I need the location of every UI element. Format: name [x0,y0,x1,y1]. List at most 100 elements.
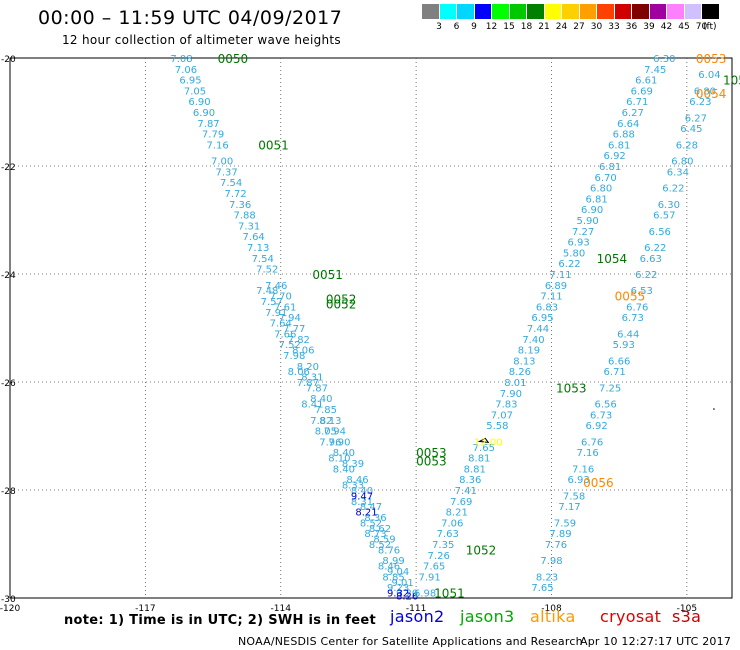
wave-height-value: 7.70 [270,292,292,303]
lat-tick-label: -26 [1,379,16,389]
wave-height-value: 7.77 [283,324,305,335]
wave-height-value: 6.73 [590,410,612,421]
wave-height-value: 6.92 [585,421,607,432]
wave-height-value: 6.64 [617,119,639,130]
wave-height-value: 6.95 [531,313,553,324]
wave-height-value: 6.90 [193,108,215,119]
pass-time-label: 1051 [434,587,465,601]
wave-height-color-legend [422,4,720,20]
wave-height-value: 6.83 [536,302,558,313]
lon-tick-label: -111 [406,604,426,614]
wave-height-value: 7.59 [554,518,576,529]
wave-height-value: 6.71 [626,97,648,108]
lon-tick-label: -105 [677,604,697,614]
wave-height-value: 8.23 [536,572,558,583]
wave-height-value: 7.79 [202,130,224,141]
wave-height-value: 7.41 [455,486,477,497]
wave-height-value: 7.72 [224,189,246,200]
legend-tick-label: 33 [608,22,620,32]
wave-height-value: 7.82 [310,416,332,427]
legend-tick-label: 18 [520,22,533,32]
wave-height-value: 7.64 [270,319,292,330]
wave-height-value: 6.22 [635,270,657,281]
wave-height-value: 7.85 [315,405,337,416]
sat-jason3-label: jason3 [460,607,515,626]
sat-jason2-label: jason2 [390,607,445,626]
map-title: 00:00 – 11:59 UTC 04/09/2017 [38,7,343,29]
wave-height-value: 6.27 [685,113,707,124]
lon-tick-label: -120 [0,604,20,614]
wave-height-value: 6.93 [567,238,589,249]
wave-height-value: 6.44 [617,329,639,340]
wave-height-value: 7.11 [549,270,571,281]
wave-height-value: 8.20 [297,362,319,373]
island-dot [713,408,715,410]
legend-tick-label: 3 [436,22,442,32]
wave-height-value: 8.33 [342,481,364,492]
legend-unit: (ft) [703,22,717,32]
wave-height-value: 6.27 [622,108,644,119]
wave-height-value: 8.05 [315,427,337,438]
legend-tick-label: 36 [625,22,638,32]
pass-time-label: 1052 [723,74,740,88]
lat-tick-label: -24 [1,271,16,281]
wave-height-value: 7.16 [206,140,228,151]
legend-tick-label: 30 [590,22,603,32]
sat-s3a-label: s3a [672,607,702,626]
wave-height-value: 8.01 [504,378,526,389]
wave-height-value: 6.63 [640,254,662,265]
legend-tick-label: 70 [695,22,708,32]
wave-height-value: 6.45 [680,124,702,135]
wave-height-value: 7.94 [324,427,346,438]
wave-height-value: 7.45 [644,65,666,76]
wave-height-value: 7.87 [197,119,219,130]
wave-height-value: 8.13 [319,416,341,427]
wave-height-value: 7.64 [243,232,265,243]
wave-height-value: 6.81 [585,194,607,205]
wave-height-value: 7.91 [419,572,441,583]
wave-height-value: 6.95 [179,76,201,87]
wave-height-value: 9.23 [387,583,409,594]
legend-swatch [562,4,580,19]
wave-height-value: 5.58 [486,421,508,432]
wave-height-value: 7.65 [423,562,445,573]
wave-height-value: 6.80 [590,184,612,195]
wave-height-value: 6.98 [414,589,436,600]
pass-time-label: 0050 [218,52,249,66]
wave-height-value: 6.80 [694,86,716,97]
wave-height-value: 6.22 [662,184,684,195]
legend-tick-label: 12 [485,22,498,32]
wave-height-value: 7.89 [549,529,571,540]
wave-height-value: 7.05 [184,86,206,97]
wave-height-value: 7.69 [450,497,472,508]
wave-height-value: 8.40 [310,394,332,405]
legend-swatch [544,4,562,19]
wave-height-value: 9.04 [387,567,409,578]
wave-height-value: 5.93 [613,340,635,351]
wave-height-value: 7.46 [265,281,287,292]
lon-tick-label: -108 [541,604,562,614]
pass-time-label: 0051 [258,138,289,152]
wave-height-value: 7.00 [211,157,233,168]
wave-height-value: 7.54 [220,178,242,189]
wave-height-value: 7.06 [175,65,197,76]
wave-height-value: 7.08 [170,54,192,65]
legend-tick-label: 42 [660,22,673,32]
wave-height-value: 8.85 [382,572,404,583]
wave-height-value: 6.22 [644,243,666,254]
wave-height-value: 8.06 [292,346,314,357]
lat-tick-label: -30 [1,595,16,605]
wave-height-value: 8.76 [378,545,400,556]
wave-height-value: 8.40 [333,448,355,459]
wave-height-value: 8.73 [364,529,386,540]
wave-height-value: 6.80 [671,157,693,168]
pass-time-label: 0055 [615,290,646,304]
wave-height-value: 7.65 [531,583,553,594]
wave-height-value: 8.52 [369,540,391,551]
wave-height-value: 7.40 [522,335,544,346]
wave-height-value: 8.62 [369,524,391,535]
wave-height-value: 8.36 [364,513,386,524]
wave-height-value: 6.56 [649,227,671,238]
wave-height-value: 7.27 [572,227,594,238]
wave-height-value: 6.23 [689,97,711,108]
